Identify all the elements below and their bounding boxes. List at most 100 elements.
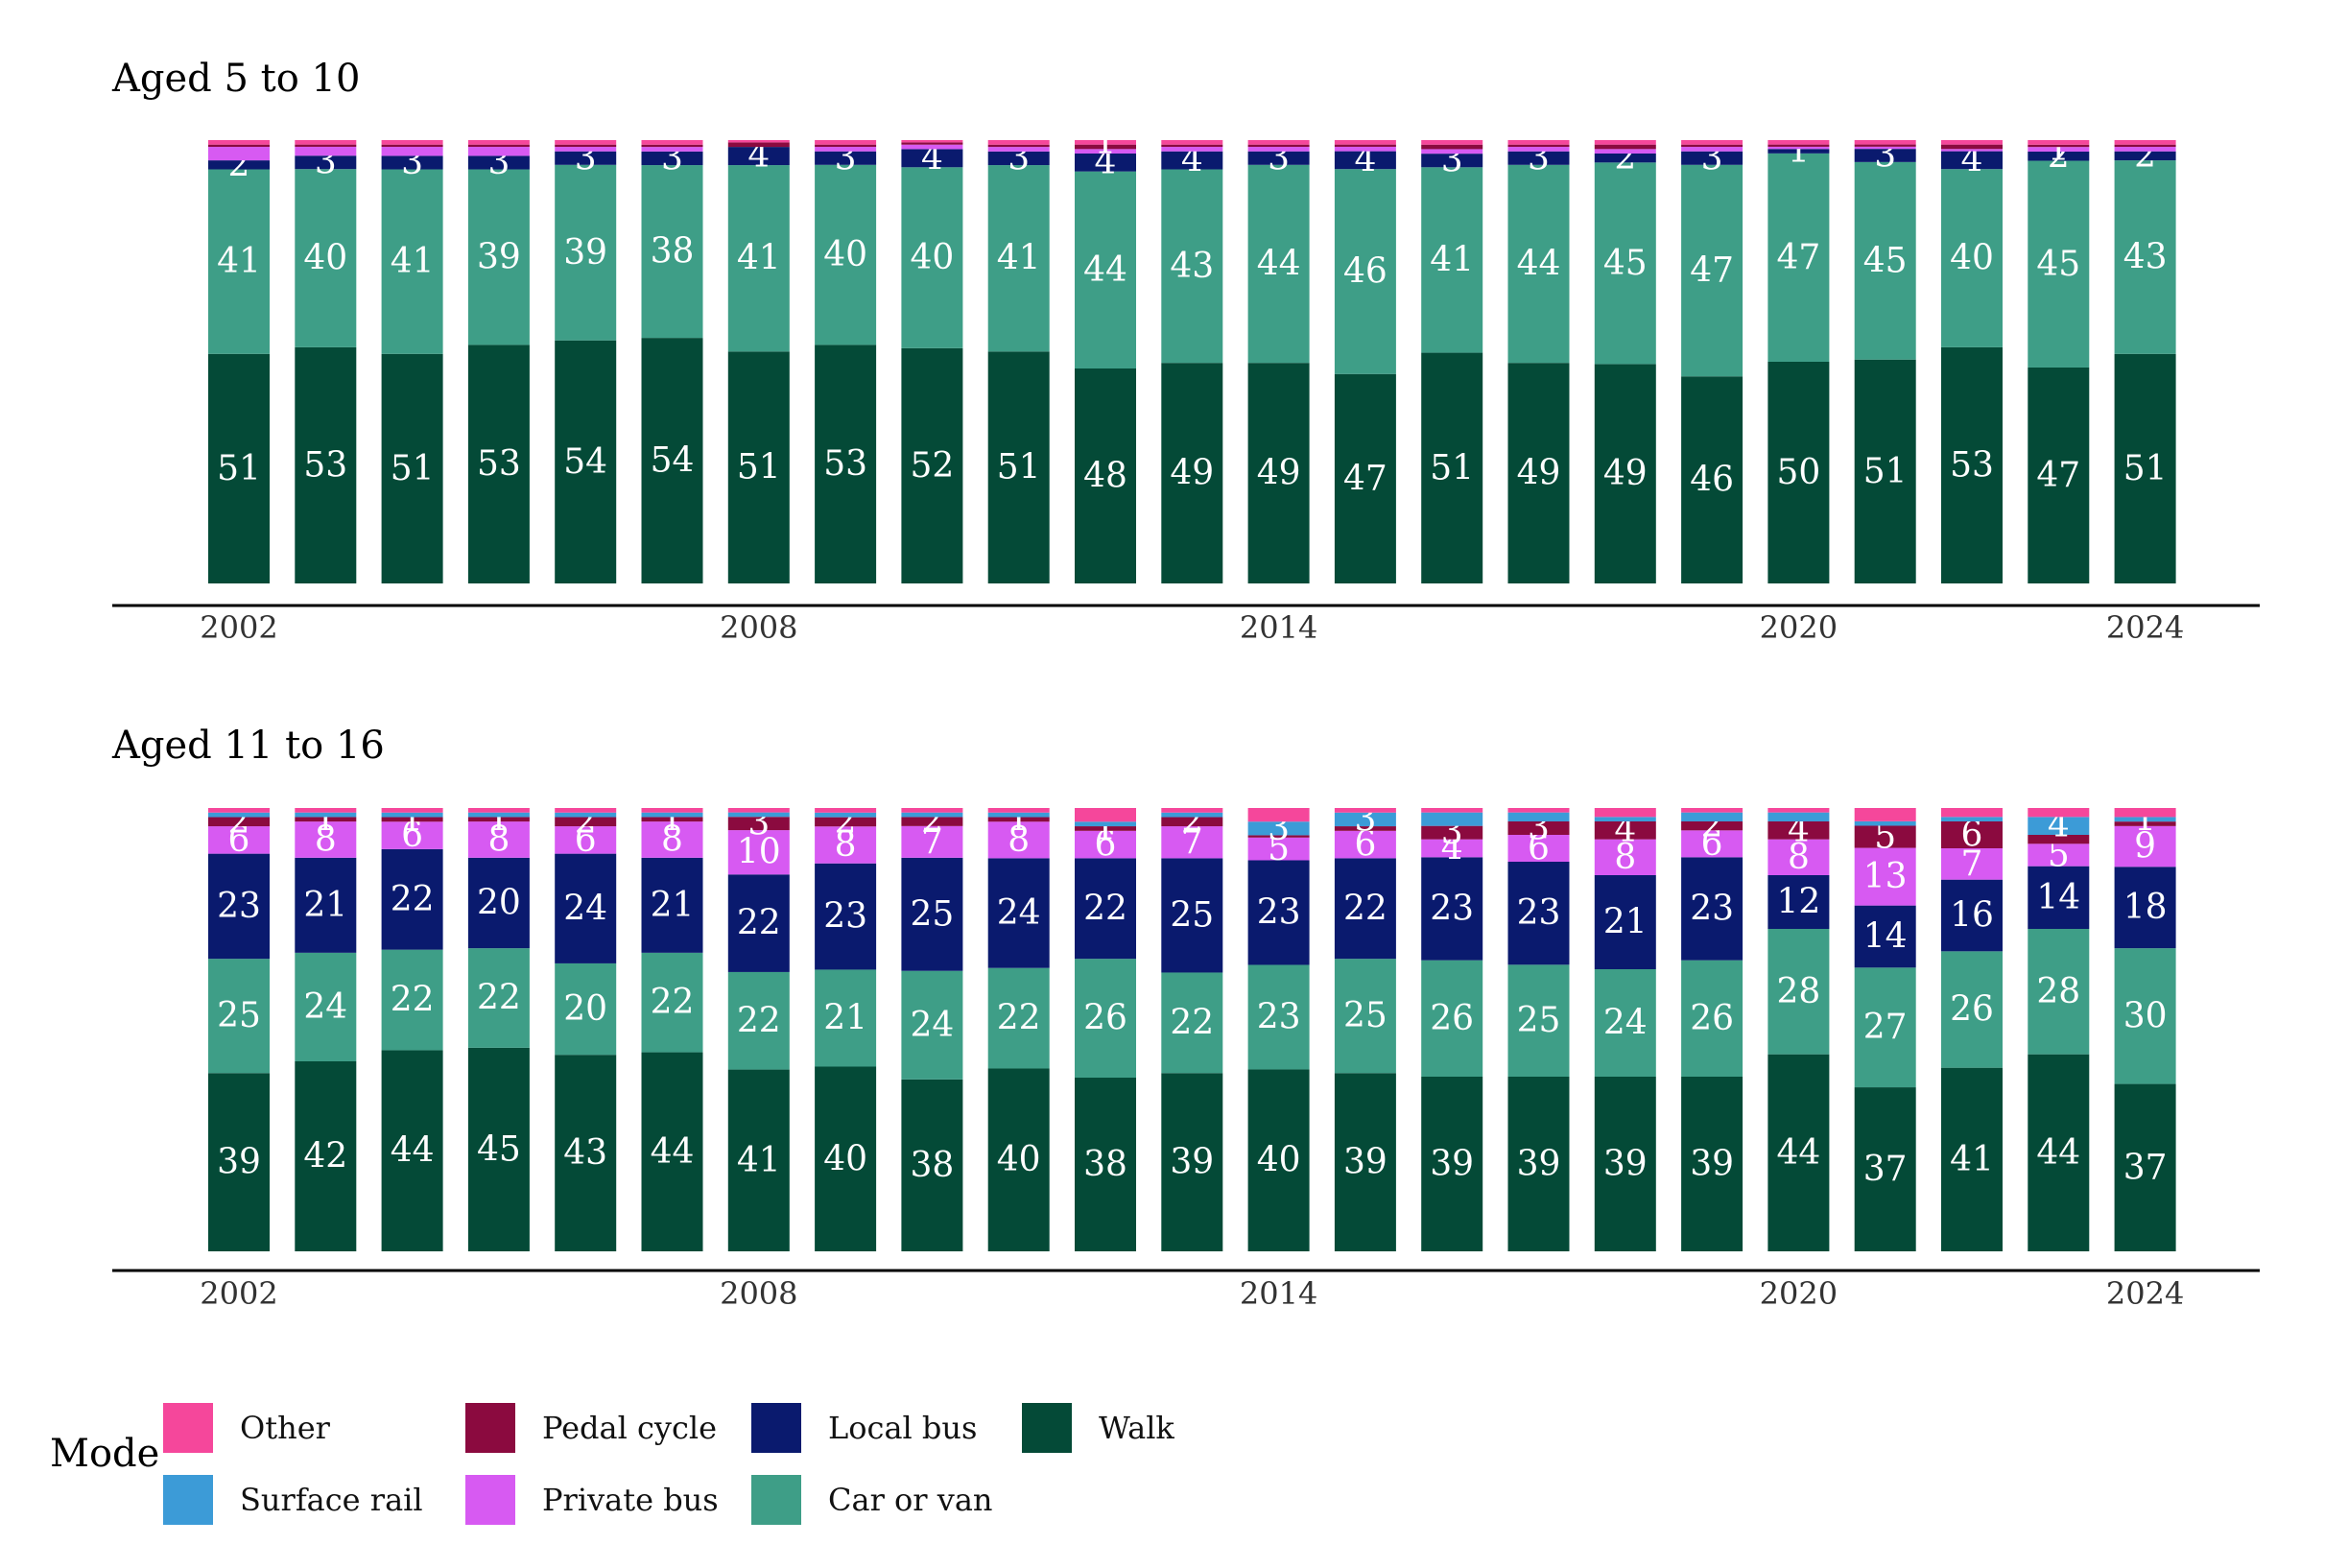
bar-segment-pedal-cycle-2017 [1507,821,1570,835]
x-tick-label-2002: 2002 [200,609,277,646]
data-label-walk-2020: 44 [1776,1133,1820,1173]
bar-segment-car-or-van-2014 [1247,164,1310,364]
bar-segment-surface-rail-2023 [2028,817,2090,835]
data-label-car-or-van-2009: 40 [823,235,867,274]
bar-segment-pedal-cycle-2019 [1681,821,1743,831]
bar-segment-private-bus-2008 [727,830,790,875]
bar-segment-private-bus-2023 [2028,843,2090,867]
bar-stack-2015: 39 25 22 63 [1334,799,1396,1251]
bar-segment-private-bus-2015 [1334,830,1396,859]
bar-segment-other-2011 [987,808,1050,813]
data-label-car-or-van-2021: 45 [1863,241,1908,280]
bar-segment-other-2016 [1421,140,1483,145]
bar-segment-walk-2006 [555,1055,617,1251]
data-label-local-bus-2017: 23 [1517,893,1561,933]
bar-segment-private-bus-2006 [555,826,617,854]
data-label-private-bus-2023: 5 [2048,836,2070,875]
bar-segment-surface-rail-2011 [987,812,1050,818]
bar-segment-local-bus-2014 [1247,860,1310,965]
bar-segment-local-bus-2016 [1421,154,1483,168]
bar-segment-local-bus-2014 [1247,151,1310,165]
data-label-pedal-cycle-2011: 1 [1008,799,1030,839]
data-label-car-or-van-2010: 40 [910,238,954,277]
bar-segment-other-2004 [381,140,443,145]
bar-segment-walk-2019 [1681,376,1743,583]
bar-segment-local-bus-2016 [1421,857,1483,961]
bar-segment-car-or-van-2016 [1421,960,1483,1077]
data-label-pedal-cycle-2021: 5 [1874,818,1896,857]
data-label-pedal-cycle-2004: 1 [401,799,423,839]
data-label-car-or-van-2005: 22 [477,979,521,1018]
bar-segment-other-2012 [1075,808,1136,822]
bar-stack-2003: 42 24 21 81 [295,799,357,1251]
x-axis-ticks: 2002 2008 2014 2020 2024 [200,1275,2184,1312]
bar-segment-car-or-van-2024 [2114,160,2176,354]
bar-segment-local-bus-2010 [901,149,963,168]
bar-segment-car-or-van-2015 [1334,959,1396,1074]
bar-segment-walk-2023 [2028,1054,2090,1251]
bar-segment-private-bus-2019 [1681,147,1743,152]
bar-segment-walk-2013 [1161,363,1223,583]
data-label-car-or-van-2019: 26 [1690,999,1734,1038]
bar-segment-surface-rail-2017 [1507,812,1570,821]
bar-segment-other-2014 [1247,140,1310,145]
bar-segment-surface-rail-2008 [727,812,790,818]
bar-segment-walk-2008 [727,1069,790,1251]
bar-segment-other-2022 [1941,808,2003,818]
bar-segment-walk-2004 [381,353,443,583]
data-label-car-or-van-2008: 41 [737,239,781,278]
bar-segment-private-bus-2022 [1941,149,2003,152]
bar-segment-car-or-van-2011 [987,967,1050,1069]
bar-segment-walk-2013 [1161,1073,1223,1251]
bar-segment-private-bus-2023 [2028,147,2090,152]
data-label-walk-2006: 43 [563,1133,607,1173]
bar-segment-car-or-van-2013 [1161,972,1223,1074]
bar-segment-private-bus-2007 [641,147,703,152]
data-label-walk-2021: 37 [1863,1150,1908,1189]
data-label-walk-2005: 45 [477,1129,521,1169]
bar-segment-car-or-van-2003 [295,169,357,347]
legend-swatch-other [163,1403,213,1453]
data-label-walk-2021: 51 [1863,452,1908,491]
bar-segment-walk-2022 [1941,1067,2003,1251]
bar-segment-local-bus-2013 [1161,151,1223,170]
bar-segment-car-or-van-2008 [727,165,790,352]
bar-segment-pedal-cycle-2022 [1941,144,2003,150]
bar-segment-local-bus-2023 [2028,866,2090,929]
bar-segment-local-bus-2005 [467,155,530,170]
bar-stack-2007: 44 22 21 81 [641,799,703,1251]
bar-segment-surface-rail-2018 [1594,817,1656,821]
bar-segment-private-bus-2018 [1594,149,1656,154]
bar-segment-pedal-cycle-2018 [1594,144,1656,150]
bar-segment-surface-rail-2014 [1247,821,1310,836]
bar-segment-other-2023 [2028,140,2090,145]
data-label-walk-2014: 49 [1257,454,1301,493]
bar-segment-local-bus-2019 [1681,151,1743,165]
bar-segment-local-bus-2009 [815,863,877,970]
data-label-pedal-cycle-2003: 1 [315,799,337,839]
bar-segment-walk-2011 [987,351,1050,583]
bar-segment-local-bus-2003 [295,155,357,170]
bar-segment-pedal-cycle-2005 [467,144,530,148]
data-label-walk-2004: 51 [391,449,435,488]
bar-segment-walk-2003 [295,1061,357,1251]
bar-segment-other-2006 [555,140,617,145]
bar-segment-surface-rail-2022 [1941,817,2003,821]
bar-segment-pedal-cycle-2008 [727,817,790,831]
bar-segment-pedal-cycle-2006 [555,817,617,827]
data-label-walk-2010: 38 [910,1146,954,1185]
bar-segment-local-bus-2010 [901,857,963,971]
data-label-local-bus-2010: 25 [910,894,954,934]
bar-segment-walk-2021 [1854,359,1916,583]
bar-segment-other-2009 [815,808,877,813]
bar-segment-other-2011 [987,140,1050,145]
data-label-walk-2009: 40 [823,1139,867,1178]
data-label-car-or-van-2016: 41 [1430,240,1474,279]
bar-segment-car-or-van-2003 [295,952,357,1061]
